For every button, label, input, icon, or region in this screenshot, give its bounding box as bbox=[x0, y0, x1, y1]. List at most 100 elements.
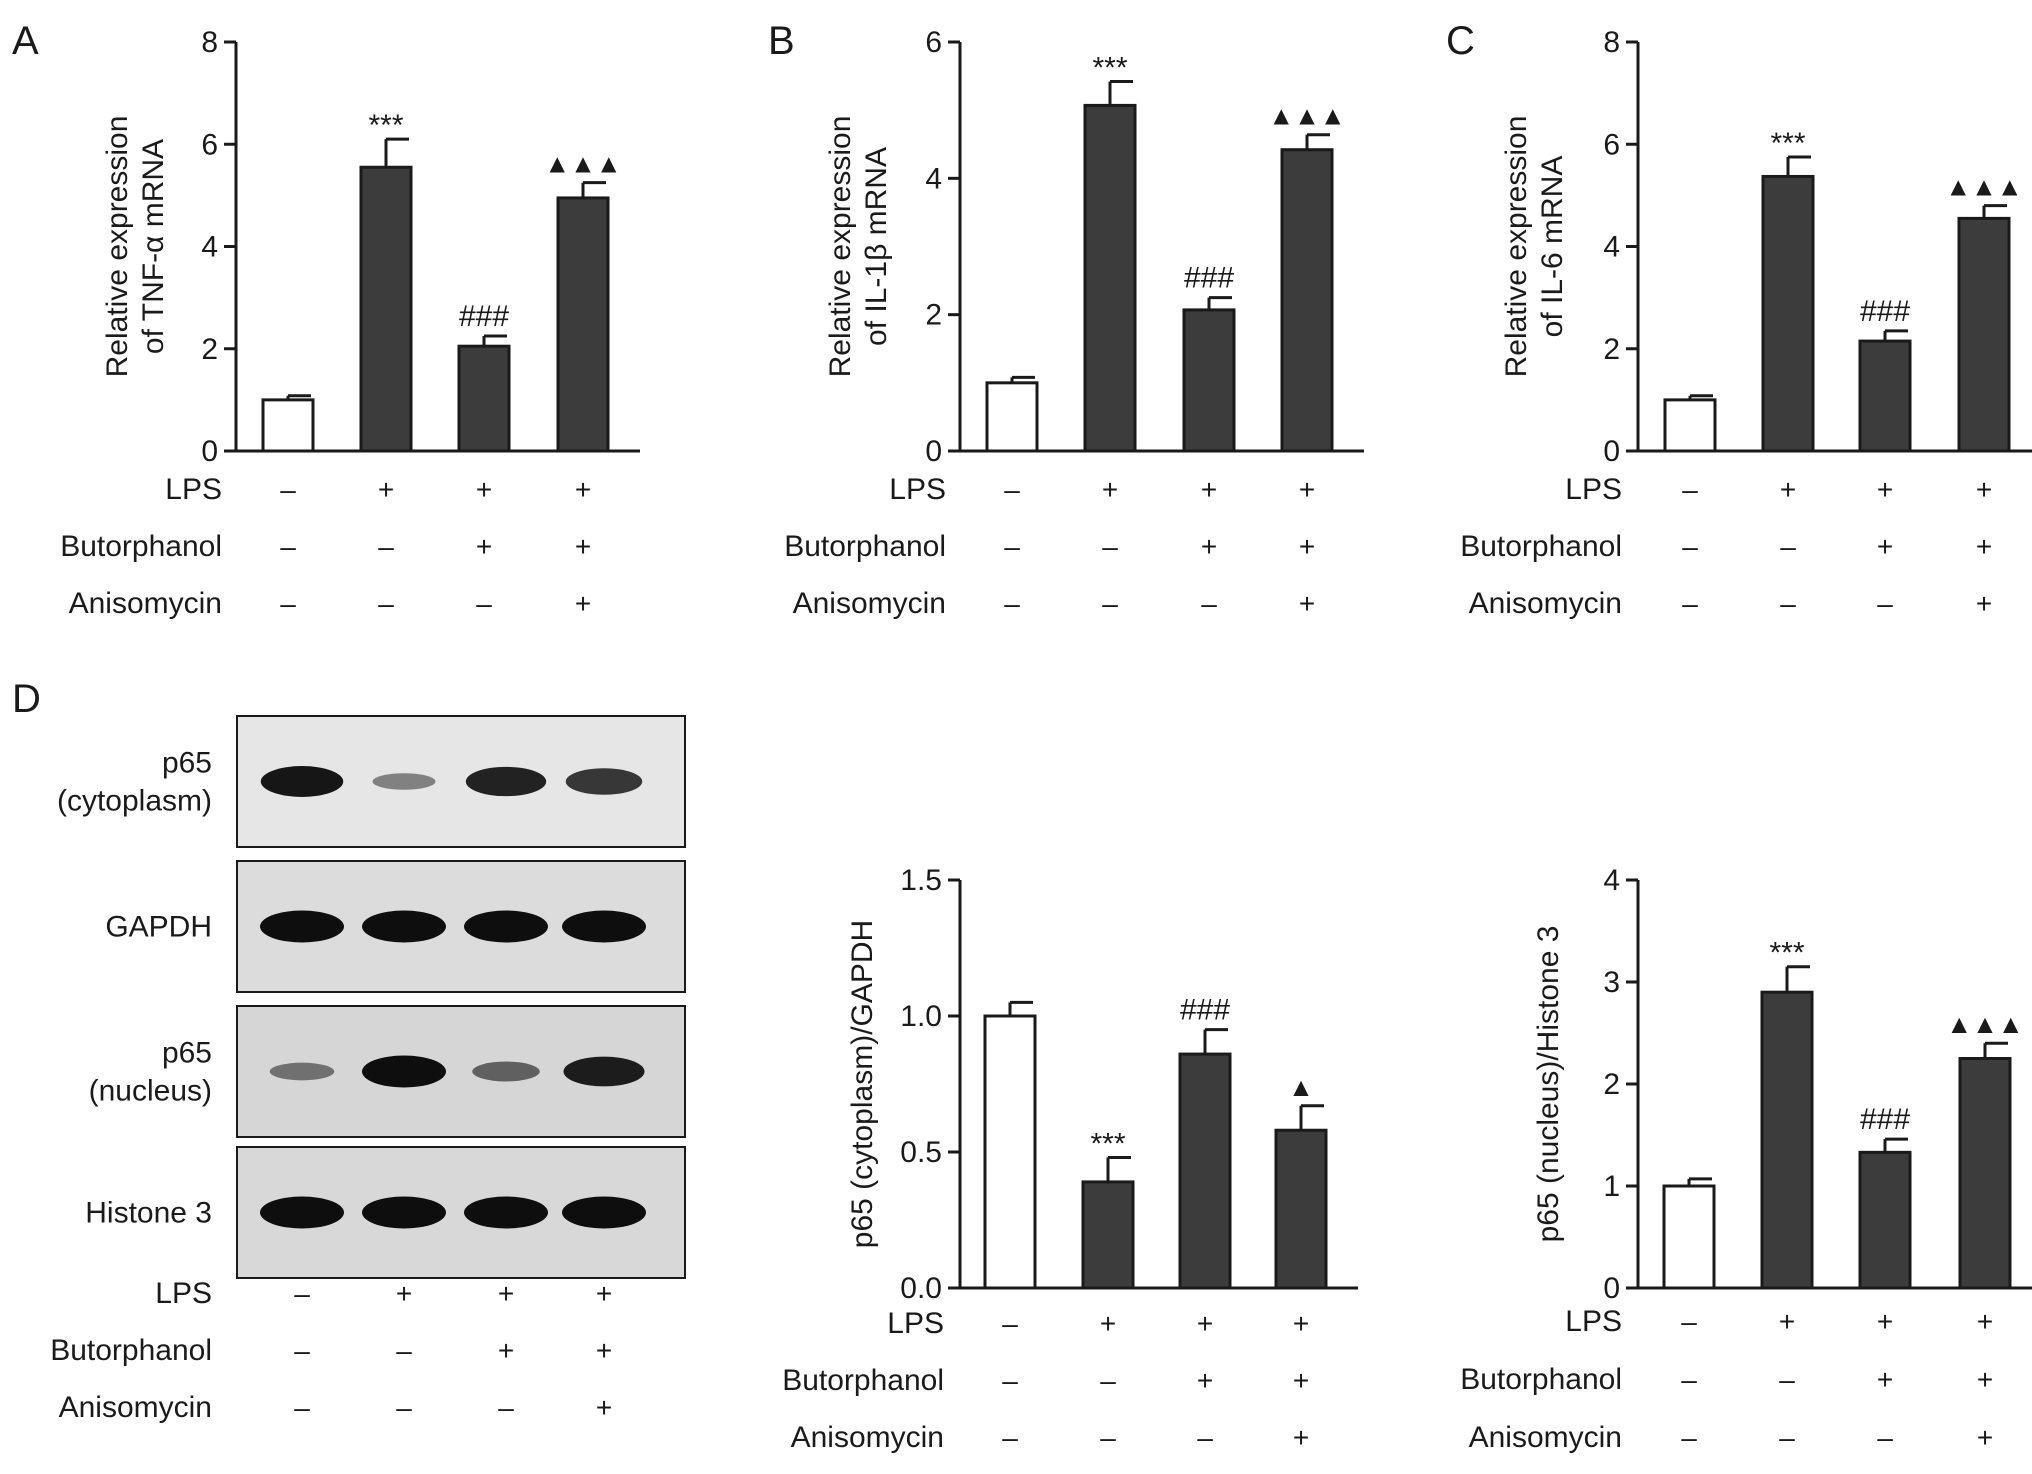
condition-sign: – bbox=[1780, 531, 1796, 562]
y-tick-label: 2 bbox=[1603, 333, 1620, 366]
bar bbox=[1761, 174, 1815, 453]
condition-sign: – bbox=[280, 531, 296, 562]
condition-label-anisomycin: Anisomycin bbox=[791, 1421, 944, 1454]
condition-sign: – bbox=[1779, 1422, 1795, 1453]
condition-sign: – bbox=[1779, 1364, 1795, 1395]
significance-label: ### bbox=[1184, 262, 1234, 295]
blot-band bbox=[372, 773, 436, 790]
bar bbox=[983, 1014, 1037, 1290]
condition-label-lps: LPS bbox=[1565, 1305, 1622, 1338]
blot-band bbox=[464, 1196, 548, 1229]
blot-band bbox=[269, 1062, 335, 1081]
y-tick-label: 8 bbox=[201, 26, 218, 59]
condition-sign: + bbox=[1293, 1422, 1309, 1453]
condition-sign: + bbox=[1293, 1308, 1309, 1339]
condition-sign: – bbox=[396, 1335, 412, 1366]
y-axis-label: Relative expression bbox=[101, 116, 134, 378]
condition-sign: – bbox=[1682, 474, 1698, 505]
bar bbox=[1280, 148, 1334, 453]
condition-label-lps: LPS bbox=[165, 473, 222, 506]
blot-band bbox=[472, 1061, 540, 1082]
y-axis-label: of IL-6 mRNA bbox=[1536, 156, 1569, 338]
condition-sign: – bbox=[1004, 531, 1020, 562]
bar bbox=[1858, 1150, 1912, 1290]
bar bbox=[1178, 1052, 1232, 1290]
condition-sign: – bbox=[1102, 531, 1118, 562]
blot-row-label: Histone 3 bbox=[85, 1197, 212, 1230]
y-tick-label: 6 bbox=[201, 128, 218, 161]
bar bbox=[1858, 339, 1912, 453]
condition-label-anisomycin: Anisomycin bbox=[1469, 1421, 1622, 1454]
condition-sign: – bbox=[1201, 588, 1217, 619]
y-axis-label: p65 (nucleus)/Histone 3 bbox=[1532, 926, 1565, 1243]
blot-row-label: GAPDH bbox=[105, 911, 212, 944]
blot-band bbox=[362, 1196, 446, 1229]
condition-sign: – bbox=[280, 588, 296, 619]
condition-label-butorphanol: Butorphanol bbox=[50, 1334, 212, 1367]
condition-sign: + bbox=[476, 474, 492, 505]
y-tick-label: 1.5 bbox=[900, 864, 942, 897]
bar bbox=[1663, 398, 1717, 453]
condition-label-anisomycin: Anisomycin bbox=[59, 1391, 212, 1424]
y-tick-label: 6 bbox=[1603, 128, 1620, 161]
condition-sign: – bbox=[1002, 1365, 1018, 1396]
condition-sign: – bbox=[1877, 588, 1893, 619]
significance-label: ▲▲▲ bbox=[1268, 101, 1345, 131]
condition-sign: – bbox=[1002, 1422, 1018, 1453]
significance-label: ### bbox=[459, 300, 509, 333]
condition-label-butorphanol: Butorphanol bbox=[60, 530, 222, 563]
blot-band bbox=[465, 766, 547, 797]
condition-sign: – bbox=[1681, 1306, 1697, 1337]
significance-label: ### bbox=[1180, 994, 1230, 1027]
condition-sign: + bbox=[1877, 1364, 1893, 1395]
significance-label: ### bbox=[1860, 1103, 1910, 1136]
panel-letter-c: C bbox=[1446, 19, 1475, 63]
blot-row-label: (nucleus) bbox=[89, 1075, 212, 1108]
bar bbox=[1760, 990, 1814, 1290]
y-tick-label: 2 bbox=[201, 333, 218, 366]
y-axis-label: p65 (cytoplasm)/GAPDH bbox=[846, 920, 879, 1248]
bar bbox=[1958, 1057, 2012, 1290]
y-tick-label: 4 bbox=[925, 162, 942, 195]
condition-sign: + bbox=[596, 1392, 612, 1423]
condition-sign: – bbox=[1681, 1422, 1697, 1453]
blot-band bbox=[260, 910, 344, 943]
condition-label-lps: LPS bbox=[155, 1277, 212, 1310]
condition-sign: – bbox=[1681, 1364, 1697, 1395]
blot-row-label: p65 bbox=[162, 1037, 212, 1070]
significance-label: *** bbox=[1770, 127, 1805, 160]
significance-label: ▲▲▲ bbox=[544, 149, 621, 179]
significance-label: *** bbox=[368, 109, 403, 142]
y-tick-label: 3 bbox=[1603, 966, 1620, 999]
bar bbox=[359, 165, 413, 453]
condition-sign: – bbox=[1002, 1308, 1018, 1339]
condition-sign: + bbox=[1977, 1306, 1993, 1337]
y-tick-label: 2 bbox=[1603, 1068, 1620, 1101]
condition-sign: + bbox=[1977, 1422, 1993, 1453]
condition-sign: + bbox=[396, 1278, 412, 1309]
condition-sign: – bbox=[396, 1392, 412, 1423]
panel-letter-a: A bbox=[12, 19, 39, 63]
condition-sign: – bbox=[1102, 588, 1118, 619]
condition-sign: + bbox=[1201, 474, 1217, 505]
condition-label-anisomycin: Anisomycin bbox=[793, 587, 946, 620]
condition-sign: + bbox=[575, 531, 591, 562]
condition-sign: – bbox=[294, 1392, 310, 1423]
blot-band bbox=[562, 910, 646, 943]
condition-sign: – bbox=[1100, 1422, 1116, 1453]
blot-band bbox=[563, 1056, 645, 1087]
y-tick-label: 0 bbox=[1603, 1272, 1620, 1305]
blot-band bbox=[362, 910, 446, 943]
condition-sign: + bbox=[1976, 531, 1992, 562]
condition-sign: – bbox=[1877, 1422, 1893, 1453]
significance-label: ### bbox=[1860, 295, 1910, 328]
panel-letter-d: D bbox=[12, 677, 41, 721]
condition-label-anisomycin: Anisomycin bbox=[1469, 587, 1622, 620]
condition-sign: + bbox=[1877, 1306, 1893, 1337]
condition-sign: + bbox=[378, 474, 394, 505]
condition-sign: + bbox=[476, 531, 492, 562]
condition-sign: + bbox=[1779, 1306, 1795, 1337]
condition-label-lps: LPS bbox=[1565, 473, 1622, 506]
y-axis-label: of IL-1β mRNA bbox=[860, 147, 893, 346]
y-tick-label: 0 bbox=[1603, 435, 1620, 468]
